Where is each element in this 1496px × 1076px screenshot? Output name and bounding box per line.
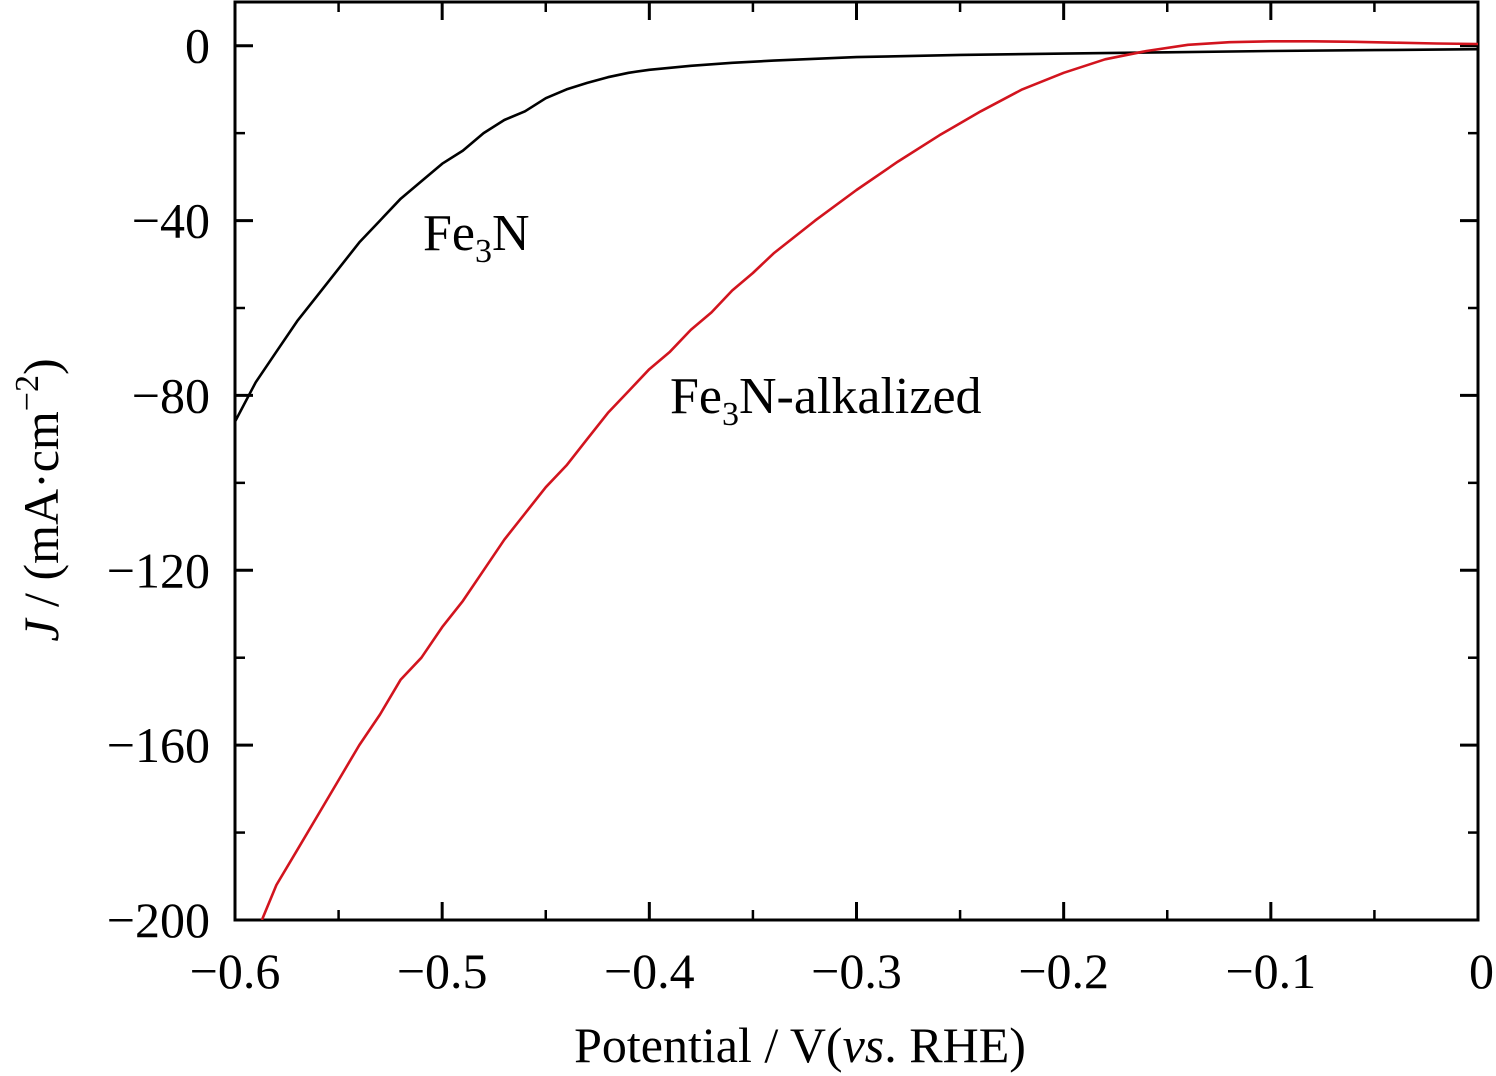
y-axis-title-italic: J <box>13 617 69 642</box>
series-line-fe3n-alkalized <box>260 40 1478 920</box>
series-label-fe3n-rest: N <box>492 205 530 262</box>
x-axis-ticks: −0.6 −0.5 −0.4 −0.3 −0.2 −0.1 0 <box>190 2 1494 999</box>
plot-frame <box>233 0 1480 922</box>
y-axis-title-sup: −2 <box>9 375 46 411</box>
series-label-alk-sub: 3 <box>722 396 739 433</box>
series-label-fe3n-base: Fe <box>423 205 475 262</box>
y-axis-ticks: 0 −40 −80 −120 −160 −200 <box>107 18 1478 948</box>
series-label-alk-base: Fe <box>670 368 722 425</box>
y-axis-title-post: ) <box>13 358 69 375</box>
y-axis-title: J / (mA·cm−2) <box>9 358 69 641</box>
x-tick-label: −0.2 <box>1018 943 1109 999</box>
x-tick-label: −0.3 <box>811 943 902 999</box>
x-tick-label: −0.4 <box>604 943 695 999</box>
series-label-fe3n-alkalized: Fe3N-alkalized <box>670 368 982 433</box>
y-tick-label: −40 <box>132 193 210 249</box>
x-tick-label: −0.1 <box>1225 943 1316 999</box>
series-line-fe3n <box>235 47 1478 423</box>
x-tick-label: 0 <box>1469 943 1494 999</box>
x-axis-title-pre: Potential / V( <box>574 1017 843 1073</box>
y-tick-label: −160 <box>107 717 210 773</box>
x-axis-title-italic: vs <box>843 1017 885 1073</box>
x-tick-label: −0.5 <box>397 943 488 999</box>
series-layer <box>235 40 1478 920</box>
series-label-alk-rest: N-alkalized <box>739 368 982 425</box>
y-tick-label: −80 <box>132 367 210 423</box>
series-label-fe3n: Fe3N <box>423 205 530 270</box>
y-tick-label: −200 <box>107 892 210 948</box>
y-tick-label: 0 <box>185 18 210 74</box>
x-axis-title-post: . RHE) <box>884 1017 1026 1073</box>
y-axis-title-pre: / (mA·cm <box>13 411 69 619</box>
y-tick-label: −120 <box>107 542 210 598</box>
series-label-fe3n-sub: 3 <box>475 233 492 270</box>
x-tick-label: −0.6 <box>190 943 281 999</box>
x-axis-title: Potential / V(vs. RHE) <box>574 1017 1026 1073</box>
